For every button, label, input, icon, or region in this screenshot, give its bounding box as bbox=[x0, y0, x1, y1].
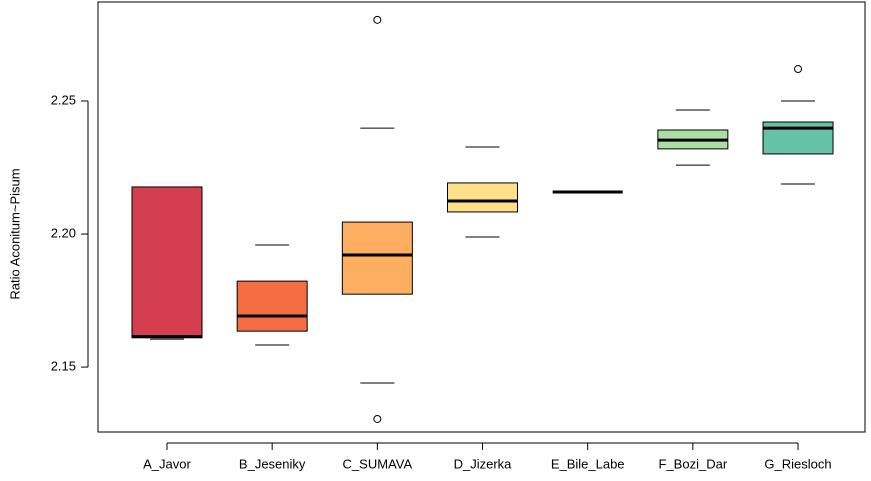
outlier bbox=[373, 414, 382, 423]
x-tick-label: B_Jeseniky bbox=[239, 456, 306, 471]
x-tick-label: G_Riesloch bbox=[764, 456, 831, 471]
x-tick-label: F_Bozi_Dar bbox=[659, 456, 728, 471]
y-axis-label: Ratio Aconitum~Pisum bbox=[7, 168, 22, 299]
box bbox=[341, 221, 413, 295]
y-tick-label: 2.20 bbox=[51, 225, 76, 240]
plot-frame bbox=[97, 1, 866, 433]
box bbox=[236, 280, 308, 332]
y-tick-label: 2.25 bbox=[51, 92, 76, 107]
box bbox=[131, 186, 203, 339]
outlier bbox=[373, 15, 382, 24]
y-tick-label: 2.15 bbox=[51, 359, 76, 374]
x-tick-label: E_Bile_Labe bbox=[551, 456, 625, 471]
box bbox=[447, 182, 519, 213]
x-tick-label: A_Javor bbox=[143, 456, 191, 471]
x-tick-label: C_SUMAVA bbox=[343, 456, 413, 471]
x-tick-label: D_Jizerka bbox=[454, 456, 513, 471]
outlier bbox=[794, 65, 803, 74]
